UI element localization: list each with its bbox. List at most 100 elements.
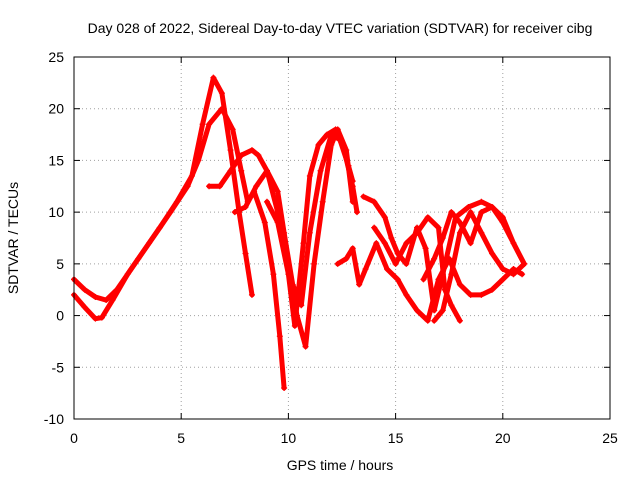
- data-point: [489, 286, 496, 293]
- data-point: [465, 203, 472, 210]
- data-point: [81, 286, 88, 293]
- data-point: [384, 266, 391, 273]
- x-tick-label: 10: [281, 430, 297, 446]
- data-point: [499, 266, 506, 273]
- data-point: [371, 224, 378, 231]
- data-point: [373, 240, 380, 247]
- data-point: [216, 183, 223, 190]
- data-point: [420, 276, 427, 283]
- data-point: [206, 121, 213, 128]
- data-point: [456, 229, 463, 236]
- data-point: [184, 183, 191, 190]
- x-tick-label: 0: [70, 430, 78, 446]
- data-point: [403, 291, 410, 298]
- data-point: [285, 271, 292, 278]
- data-point: [424, 214, 431, 221]
- data-point: [291, 322, 298, 329]
- data-point: [467, 209, 474, 216]
- y-axis-label: SDTVAR / TECUs: [5, 182, 21, 294]
- data-point: [354, 209, 361, 216]
- data-point: [248, 147, 255, 154]
- data-point: [195, 157, 202, 164]
- data-point: [218, 90, 225, 97]
- data-point: [255, 152, 262, 159]
- data-point: [263, 198, 270, 205]
- data-point: [356, 281, 363, 288]
- chart-title: Day 028 of 2022, Sidereal Day-to-day VTE…: [88, 20, 593, 36]
- data-point: [317, 167, 324, 174]
- data-point: [229, 126, 236, 133]
- y-tick-label: -10: [44, 411, 64, 427]
- data-point: [456, 317, 463, 324]
- data-point: [248, 291, 255, 298]
- data-point: [206, 183, 213, 190]
- data-point: [439, 307, 446, 314]
- data-point: [238, 152, 245, 159]
- data-point: [124, 271, 131, 278]
- data-point: [448, 209, 455, 216]
- y-tick-label: 20: [48, 101, 64, 117]
- data-point: [349, 245, 356, 252]
- data-point: [349, 183, 356, 190]
- series-track-2: [71, 105, 288, 391]
- data-point: [306, 172, 313, 179]
- data-point: [238, 167, 245, 174]
- data-point: [403, 240, 410, 247]
- data-point: [199, 121, 206, 128]
- data-point: [315, 141, 322, 148]
- data-point: [92, 315, 99, 322]
- y-tick-label: 25: [48, 49, 64, 65]
- data-point: [431, 255, 438, 262]
- series-trace: [264, 126, 360, 329]
- data-point: [422, 245, 429, 252]
- data-point: [510, 271, 517, 278]
- data-point: [439, 235, 446, 241]
- data-point: [242, 250, 249, 257]
- data-point: [448, 302, 455, 309]
- y-tick-label: 0: [56, 308, 64, 324]
- data-point: [392, 260, 399, 267]
- series-trace: [335, 240, 525, 324]
- x-tick-label: 20: [495, 430, 511, 446]
- data-point: [360, 193, 367, 200]
- data-point: [81, 304, 88, 311]
- data-point: [319, 198, 326, 205]
- data-point: [478, 209, 485, 216]
- data-point: [274, 219, 281, 226]
- data-point: [227, 167, 234, 174]
- data-point: [227, 147, 234, 154]
- series-trace: [71, 106, 287, 391]
- data-point: [499, 219, 506, 226]
- data-point: [306, 229, 313, 236]
- series-track-6: [334, 240, 526, 324]
- data-point: [274, 188, 281, 195]
- y-tick-label: 5: [56, 256, 64, 272]
- data-point: [431, 307, 438, 314]
- data-point: [146, 240, 153, 247]
- data-point: [489, 203, 496, 210]
- data-point: [403, 260, 410, 267]
- data-point: [489, 250, 496, 257]
- data-point: [478, 198, 485, 205]
- data-point: [510, 240, 517, 247]
- data-point: [311, 260, 318, 267]
- data-point: [300, 240, 307, 247]
- data-point: [381, 214, 388, 221]
- data-point: [167, 209, 174, 216]
- data-point: [431, 317, 438, 324]
- x-tick-label: 25: [602, 430, 618, 446]
- axis-ticks: 0 5 10 15 20 25 -10 -5 0 5 10 15 20 25: [44, 49, 618, 446]
- data-point: [394, 276, 401, 283]
- data-point: [218, 105, 225, 112]
- data-point: [381, 240, 388, 247]
- series-track-10: [431, 209, 528, 324]
- data-point: [281, 384, 288, 391]
- data-layer: [71, 74, 528, 391]
- data-point: [414, 307, 421, 314]
- plot-frame: [73, 56, 611, 420]
- data-point: [456, 219, 463, 226]
- data-point: [242, 203, 249, 210]
- data-point: [499, 276, 506, 283]
- data-point: [98, 314, 105, 321]
